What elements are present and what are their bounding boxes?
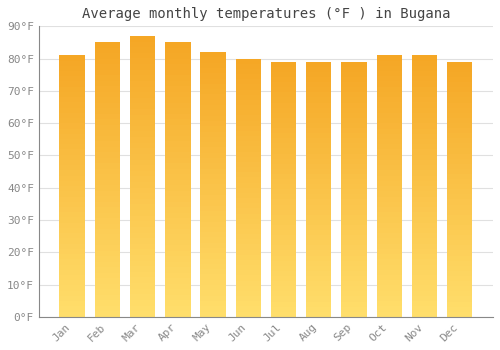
Title: Average monthly temperatures (°F ) in Bugana: Average monthly temperatures (°F ) in Bu… (82, 7, 450, 21)
